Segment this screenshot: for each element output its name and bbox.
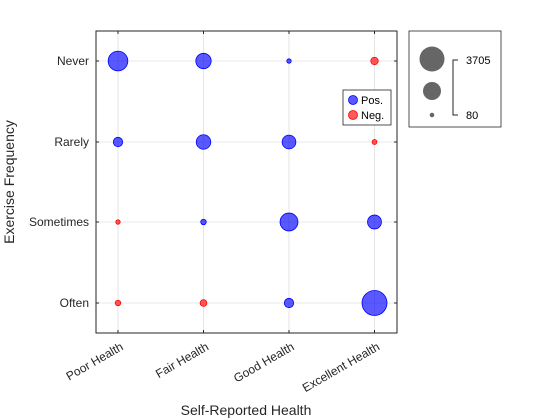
axis-ticks: Poor Health Fair Health Good Health Excelle… xyxy=(29,31,397,395)
legend-label-pos: Pos. xyxy=(361,95,383,107)
y-tick-label: Sometimes xyxy=(29,215,89,229)
data-bubbles xyxy=(107,50,388,316)
size-legend-medium xyxy=(423,82,441,100)
x-tick-label: Good Health xyxy=(231,339,296,385)
bubble-pos xyxy=(195,52,212,70)
size-legend-box xyxy=(408,30,502,128)
size-legend-max-label: 3705 xyxy=(466,55,490,67)
legend-marker-pos xyxy=(348,95,358,105)
bubble-pos xyxy=(283,297,295,309)
plot-area-frame xyxy=(95,30,398,334)
y-tick-label: Never xyxy=(57,54,89,68)
y-tick-label: Often xyxy=(60,296,89,310)
y-axis-label: Exercise Frequency xyxy=(1,120,17,244)
x-tick-label: Poor Health xyxy=(64,339,126,383)
size-legend: 3705 80 xyxy=(408,30,502,128)
size-legend-bracket xyxy=(452,59,458,116)
legend-label-neg: Neg. xyxy=(361,110,384,122)
bubble-neg xyxy=(371,139,378,145)
bubble-pos xyxy=(286,58,292,64)
bubble-neg xyxy=(115,219,121,225)
color-legend: Pos. Neg. xyxy=(342,89,392,126)
bubble-pos xyxy=(361,290,388,316)
y-tick-label: Rarely xyxy=(54,135,89,149)
x-tick-label: Excellent Health xyxy=(300,339,382,394)
legend-marker-neg xyxy=(348,110,358,120)
bubble-pos xyxy=(279,212,299,232)
bubble-neg xyxy=(114,299,122,307)
bubble-pos xyxy=(195,134,212,150)
x-tick-label: Fair Health xyxy=(153,339,211,380)
bubble-pos xyxy=(200,218,207,226)
grid xyxy=(96,31,397,333)
bubble-neg xyxy=(370,56,379,66)
x-axis-label: Self-Reported Health xyxy=(181,402,312,418)
bubble-pos xyxy=(367,214,382,230)
bubble-pos xyxy=(107,50,129,72)
size-legend-small xyxy=(429,112,435,118)
bubble-pos xyxy=(112,136,124,148)
bubble-neg xyxy=(199,299,208,307)
bubble-pos xyxy=(281,134,297,150)
size-legend-large xyxy=(419,46,445,72)
size-legend-min-label: 80 xyxy=(466,110,478,122)
